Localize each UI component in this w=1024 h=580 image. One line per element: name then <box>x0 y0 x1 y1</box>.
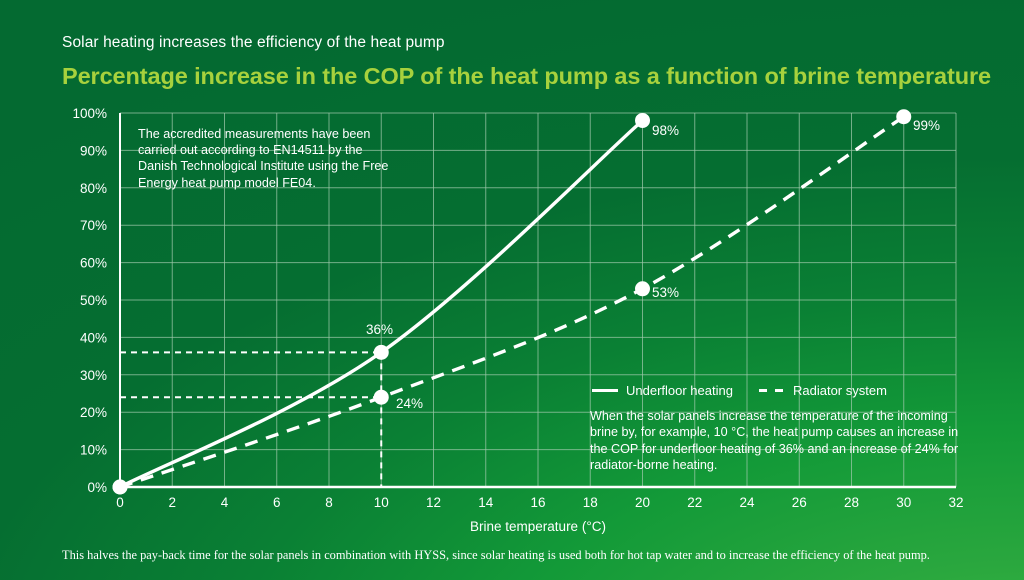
y-tick-label: 100% <box>72 106 107 121</box>
methodology-note: The accredited measurements have been ca… <box>138 127 389 190</box>
y-tick-label: 0% <box>87 480 107 495</box>
data-point-marker <box>112 479 128 495</box>
data-point-marker <box>635 112 650 128</box>
y-tick-label: 60% <box>80 256 107 271</box>
x-tick-label: 20 <box>635 495 650 510</box>
gridlines <box>120 112 957 487</box>
y-tick-label: 10% <box>80 443 107 458</box>
x-tick-label: 24 <box>739 495 755 510</box>
x-tick-label: 8 <box>325 495 333 510</box>
x-tick-label: 32 <box>948 495 963 510</box>
subtitle: Solar heating increases the efficiency o… <box>62 34 445 51</box>
data-label-98: 98% <box>652 123 680 138</box>
x-tick-label: 30 <box>896 495 911 510</box>
x-tick-label: 16 <box>530 495 545 510</box>
legend-item-underfloor-heating: Underfloor heating <box>592 383 733 398</box>
y-tick-label: 40% <box>80 330 107 345</box>
x-tick-label: 14 <box>478 495 494 510</box>
legend-label-underfloor-heating: Underfloor heating <box>626 383 733 398</box>
y-tick-label: 80% <box>80 181 107 196</box>
x-axis-tick-labels: 0 2 4 6 8 10 12 14 16 18 20 22 24 26 28 30 32 <box>116 495 963 510</box>
y-axis-tick-labels: 0% 10% 20% 30% 40% 50% 60% 70% 80% 90% 100% <box>72 106 107 495</box>
explanation-note: When the solar panels increase the tempe… <box>590 409 959 473</box>
data-label-24: 24% <box>396 396 424 411</box>
page-title: Percentage increase in the COP of the he… <box>62 63 991 89</box>
x-tick-label: 10 <box>374 495 389 510</box>
x-tick-label: 22 <box>687 495 702 510</box>
data-label-53: 53% <box>652 285 680 300</box>
y-tick-label: 30% <box>80 368 107 383</box>
solid-line-icon <box>592 389 618 392</box>
guide-lines <box>120 351 383 487</box>
data-point-marker <box>896 109 912 125</box>
heading-block: Solar heating increases the efficiency o… <box>62 34 991 90</box>
dashed-line-icon <box>759 389 785 392</box>
y-tick-label: 50% <box>80 293 107 308</box>
x-tick-label: 26 <box>792 495 807 510</box>
y-tick-label: 20% <box>80 405 107 420</box>
x-axis-title: Brine temperature (°C) <box>470 519 606 534</box>
x-tick-label: 2 <box>168 495 176 510</box>
data-point-marker <box>373 344 389 360</box>
legend-label-radiator-system: Radiator system <box>793 383 887 398</box>
y-tick-label: 70% <box>80 218 107 233</box>
data-label-99: 99% <box>913 118 941 133</box>
axis-lines <box>119 113 956 489</box>
x-tick-label: 18 <box>583 495 598 510</box>
chart-legend: Underfloor heating Radiator system <box>592 383 962 401</box>
data-label-36: 36% <box>366 322 394 337</box>
data-markers-layer <box>112 109 912 495</box>
x-tick-label: 12 <box>426 495 441 510</box>
footer-note: This halves the pay-back time for the so… <box>62 548 930 562</box>
x-tick-label: 4 <box>221 495 229 510</box>
data-point-marker <box>635 281 650 297</box>
x-tick-label: 28 <box>844 495 859 510</box>
series-line-2 <box>119 115 905 489</box>
data-point-marker <box>373 389 389 405</box>
x-tick-label: 6 <box>273 495 281 510</box>
legend-item-radiator-system: Radiator system <box>759 383 887 398</box>
x-tick-label: 0 <box>116 495 124 510</box>
y-tick-label: 90% <box>80 143 107 158</box>
